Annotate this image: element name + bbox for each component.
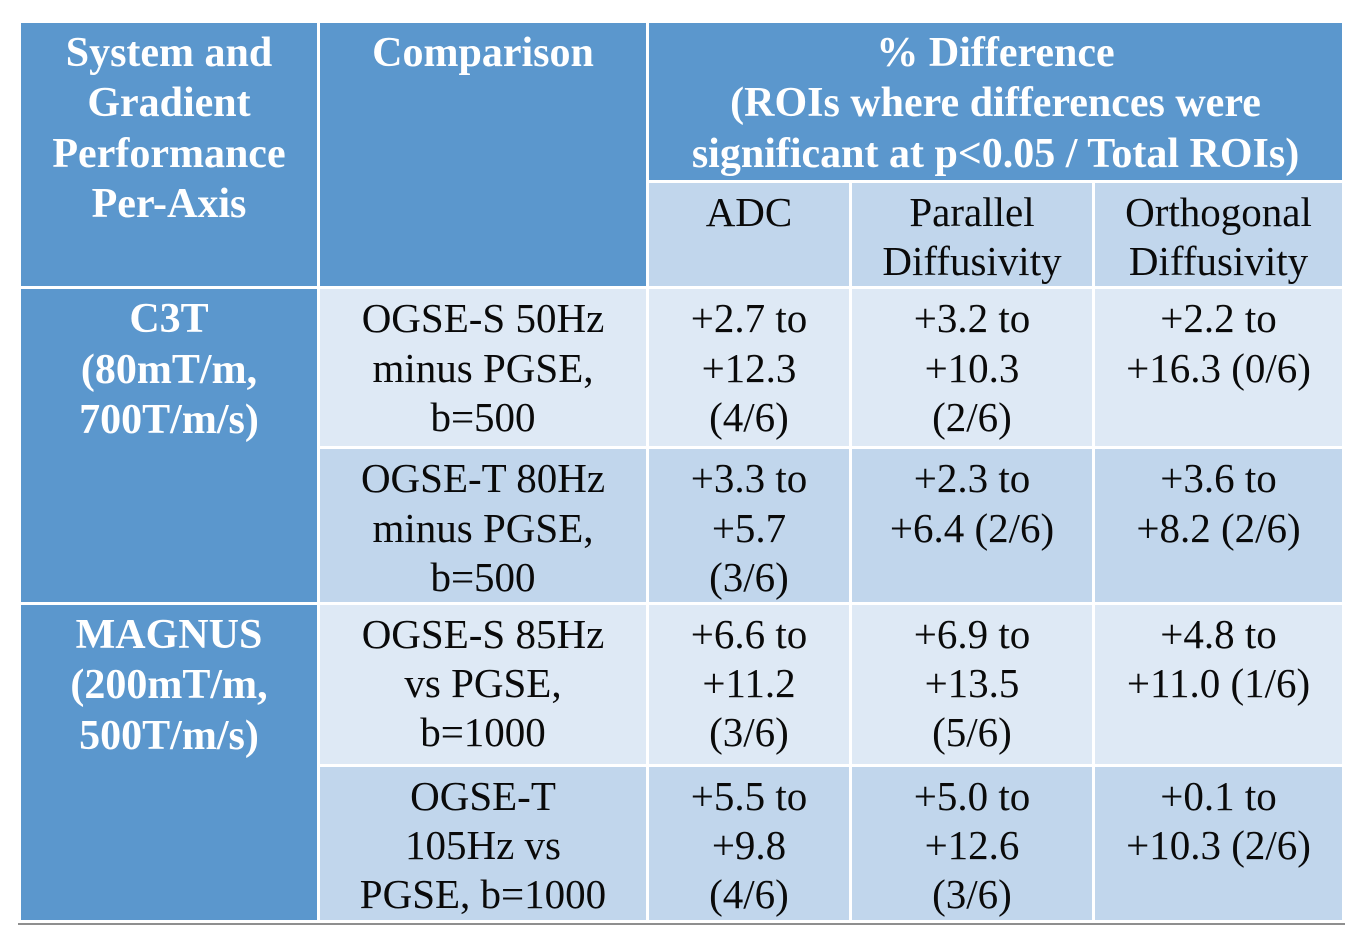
parallel-diffusivity-cell: +2.3 to +6.4 (2/6) — [852, 449, 1092, 602]
group-label-c3t: C3T (80mT/m, 700T/m/s) — [21, 289, 317, 602]
comparison-cell: OGSE-T 105Hz vs PGSE, b=1000 — [320, 766, 646, 920]
comparison-cell: OGSE-S 85Hz vs PGSE, b=1000 — [320, 604, 646, 764]
comparison-cell: OGSE-T 80Hz minus PGSE, b=500 — [320, 449, 646, 602]
comparison-header-cell: Comparison — [320, 23, 646, 287]
parallel-diffusivity-cell: +5.0 to +12.6 (3/6) — [852, 766, 1092, 920]
subheader-parallel-diffusivity: Parallel Diffusivity — [852, 183, 1092, 287]
system-header-cell: System and Gradient Performance Per-Axis — [21, 23, 317, 287]
orthogonal-diffusivity-cell: +3.6 to +8.2 (2/6) — [1095, 449, 1343, 602]
orthogonal-diffusivity-cell: +2.2 to +16.3 (0/6) — [1095, 289, 1343, 447]
results-table: System and Gradient Performance Per-Axis… — [18, 20, 1345, 923]
results-table-container: System and Gradient Performance Per-Axis… — [18, 20, 1346, 925]
parallel-diffusivity-cell: +6.9 to +13.5 (5/6) — [852, 604, 1092, 764]
group-label-magnus: MAGNUS (200mT/m, 500T/m/s) — [21, 604, 317, 920]
adc-cell: +2.7 to +12.3 (4/6) — [649, 289, 849, 447]
subheader-orthogonal-diffusivity: Orthogonal Diffusivity — [1095, 183, 1343, 287]
difference-header-cell: % Difference (ROIs where differences wer… — [649, 23, 1343, 180]
adc-cell: +6.6 to +11.2 (3/6) — [649, 604, 849, 764]
subheader-adc: ADC — [649, 183, 849, 287]
adc-cell: +5.5 to +9.8 (4/6) — [649, 766, 849, 920]
parallel-diffusivity-cell: +3.2 to +10.3 (2/6) — [852, 289, 1092, 447]
orthogonal-diffusivity-cell: +4.8 to +11.0 (1/6) — [1095, 604, 1343, 764]
adc-cell: +3.3 to +5.7 (3/6) — [649, 449, 849, 602]
orthogonal-diffusivity-cell: +0.1 to +10.3 (2/6) — [1095, 766, 1343, 920]
comparison-cell: OGSE-S 50Hz minus PGSE, b=500 — [320, 289, 646, 447]
